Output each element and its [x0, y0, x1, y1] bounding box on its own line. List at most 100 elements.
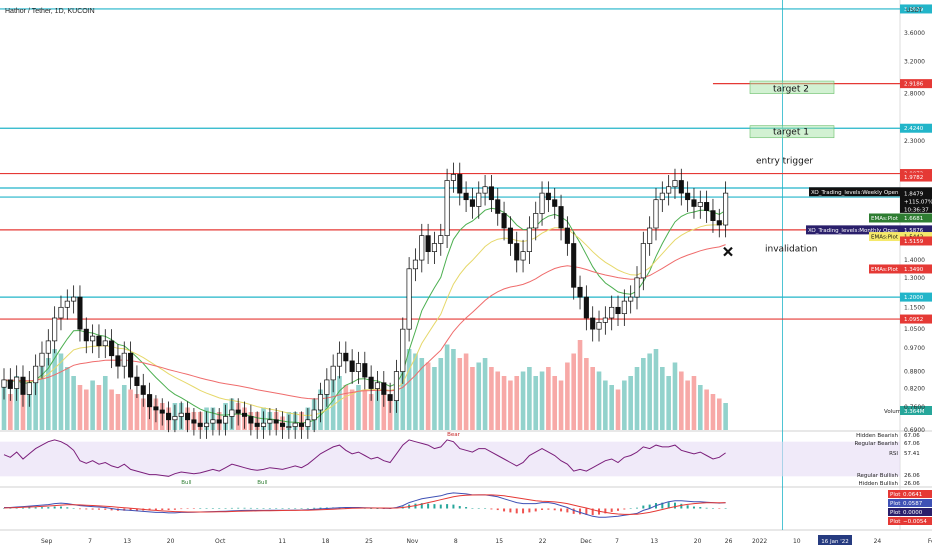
- volume-bar: [52, 349, 57, 430]
- candle-body: [71, 296, 77, 302]
- candle-body: [387, 394, 393, 401]
- macd-histogram-bar: [72, 508, 75, 509]
- candle-body: [7, 379, 13, 389]
- macd-histogram-bar: [433, 504, 436, 509]
- volume-bar: [457, 358, 463, 430]
- candle-body: [267, 419, 273, 424]
- volume-bar: [387, 398, 393, 430]
- macd-histogram-bar: [78, 508, 81, 510]
- date-tick-label: 25: [365, 538, 373, 545]
- macd-histogram-bar: [439, 504, 442, 509]
- volume-bar: [20, 385, 26, 430]
- date-tick-label: 11: [278, 538, 286, 545]
- horizontal-levels: [0, 8, 900, 320]
- candle-body: [317, 394, 324, 411]
- candle-body: [109, 340, 115, 357]
- date-tick-label: 7: [88, 538, 92, 545]
- macd-label: Plot: [890, 492, 901, 498]
- price-tag-label: 1.9782: [904, 175, 923, 181]
- volume-bar: [482, 358, 488, 430]
- date-tick-label: Nov: [407, 538, 419, 545]
- macd-histogram-bar: [642, 505, 645, 509]
- candle-body: [153, 406, 159, 411]
- candle-body: [400, 328, 406, 372]
- volume-bar: [368, 394, 374, 430]
- candle-body: [39, 352, 45, 367]
- volume-bar: [134, 394, 140, 430]
- candle-body: [235, 409, 241, 414]
- macd-histogram-bar: [306, 508, 309, 509]
- volume-tag: [900, 406, 932, 415]
- volume-bar: [501, 376, 507, 430]
- candle-body: [178, 412, 184, 417]
- macd-histogram-bar: [199, 508, 202, 509]
- volume-bar: [679, 371, 684, 430]
- macd-tag: [888, 508, 932, 516]
- volume-bar: [432, 367, 437, 430]
- candle-body: [58, 306, 64, 319]
- macd-histogram-bar: [173, 508, 176, 510]
- macd-histogram-bar: [313, 507, 316, 509]
- date-tick-label: Feb: [928, 538, 932, 545]
- price-change: +115.07%: [904, 199, 932, 205]
- price-tag: [900, 213, 932, 223]
- volume-value: 3.364M: [904, 409, 925, 415]
- candle-body: [640, 243, 646, 279]
- candle-body: [381, 382, 387, 395]
- candle-body: [286, 426, 292, 428]
- volume-bar: [406, 349, 412, 430]
- current-price: 1.8479: [904, 191, 924, 197]
- macd-histogram-bar: [262, 508, 265, 509]
- candle-body: [166, 412, 172, 421]
- target-box: [749, 125, 835, 139]
- price-tag: [900, 314, 932, 324]
- candle-body: [1, 379, 7, 388]
- candle-body: [279, 422, 286, 427]
- macd-histogram-bar: [680, 503, 683, 509]
- macd-histogram-bar: [547, 508, 550, 510]
- candle-body: [343, 352, 349, 362]
- candle-body: [140, 385, 146, 395]
- macd-histogram-bar: [110, 508, 113, 511]
- price-tag: [900, 236, 932, 246]
- macd-histogram-bar: [180, 508, 183, 510]
- macd-histogram-bar: [281, 508, 284, 509]
- candle-body: [653, 199, 659, 229]
- volume-bar: [65, 367, 70, 430]
- candle-body: [495, 199, 501, 214]
- date-tick-label: Dec: [580, 538, 592, 545]
- rsi-bull-marker: Bull: [257, 480, 268, 486]
- candle-body: [26, 382, 32, 395]
- volume-bar: [109, 389, 114, 430]
- macd-histogram-bar: [319, 507, 322, 509]
- candle-body: [666, 186, 672, 194]
- volume-bar: [653, 349, 659, 430]
- macd-tag: [888, 490, 932, 498]
- candle-body: [450, 174, 456, 181]
- macd-histogram-bar: [427, 503, 430, 509]
- macd-histogram-bar: [66, 507, 69, 509]
- price-tick-label: 3.6000: [904, 30, 925, 37]
- rsi-value: 67.06: [904, 441, 920, 447]
- macd-histogram-bar: [148, 508, 151, 511]
- date-tick-label: 20: [167, 538, 175, 545]
- candle-body: [45, 340, 51, 354]
- candle-body: [514, 243, 520, 261]
- volume-bar: [324, 385, 330, 430]
- volume-bar: [584, 358, 589, 430]
- volume-bar: [46, 358, 51, 430]
- candle-body: [444, 180, 450, 236]
- volume-bar: [463, 353, 469, 430]
- macd-histogram-bar: [560, 508, 563, 512]
- volume-bar: [634, 367, 640, 430]
- date-tick-label: 18: [322, 538, 330, 545]
- price-tag: [900, 292, 932, 302]
- volume-label: Volume: [884, 409, 905, 415]
- date-tick-label: 26: [725, 538, 733, 545]
- macd-histogram-bar: [496, 508, 499, 511]
- candle-body: [406, 268, 412, 330]
- macd-histogram-bar: [129, 508, 132, 511]
- candle-body: [691, 199, 697, 207]
- macd-histogram-bar: [300, 508, 303, 509]
